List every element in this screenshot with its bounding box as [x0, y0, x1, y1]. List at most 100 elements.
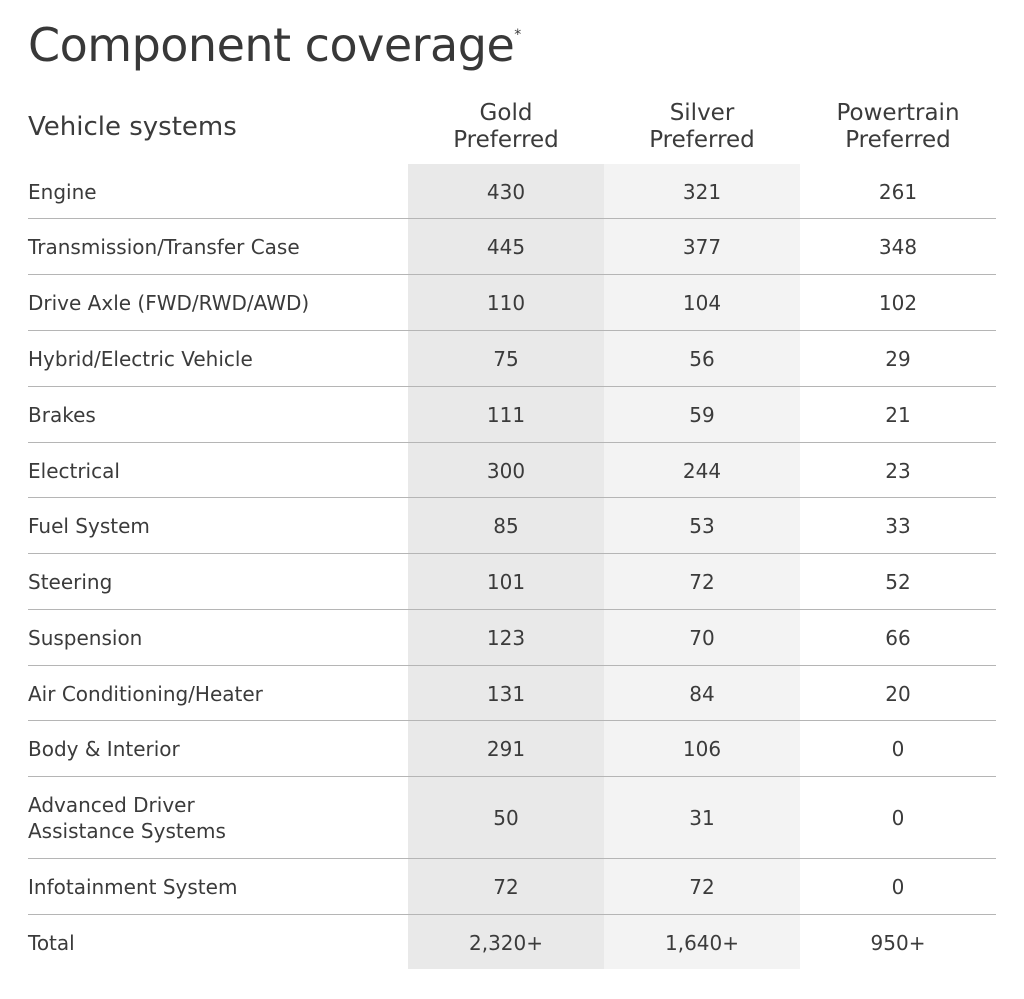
- table-row: Body & Interior 291 106 0: [0, 721, 1024, 777]
- silver-header-line2: Preferred: [649, 127, 755, 153]
- row-divider: [28, 858, 996, 859]
- gold-count: 291: [486, 737, 526, 761]
- system-name: Electrical: [28, 458, 120, 483]
- system-name: Air Conditioning/Heater: [28, 681, 263, 706]
- title-text: Component coverage: [28, 18, 515, 72]
- system-name: Drive Axle (FWD/RWD/AWD): [28, 291, 310, 315]
- row-divider: [28, 218, 996, 219]
- gold-count: 75: [493, 347, 519, 371]
- row-divider: [28, 442, 996, 443]
- gold-header-line1: Gold: [479, 100, 533, 126]
- system-name: Suspension: [28, 626, 143, 650]
- gold-preferred-header: Gold Preferred: [408, 100, 604, 154]
- silver-count: 56: [689, 347, 715, 371]
- system-name: Engine: [28, 179, 97, 204]
- total-label: Total: [28, 931, 75, 955]
- table-row: Steering 101 72 52: [0, 554, 1024, 610]
- silver-count: 104: [682, 291, 722, 315]
- row-divider: [28, 665, 996, 666]
- row-divider: [28, 720, 996, 721]
- silver-count: 72: [689, 570, 715, 594]
- powertrain-count: 20: [885, 681, 911, 706]
- coverage-table-body: Engine 430 321 261 Transmission/Transfer…: [0, 164, 1024, 971]
- gold-count: 300: [486, 458, 526, 483]
- gold-count: 131: [486, 681, 526, 706]
- table-row: Engine 430 321 261: [0, 164, 1024, 219]
- page-title: Component coverage*: [28, 18, 521, 72]
- system-name: Transmission/Transfer Case: [28, 235, 300, 259]
- gold-count: 85: [493, 514, 519, 538]
- table-row: Air Conditioning/Heater 131 84 20: [0, 666, 1024, 721]
- row-divider: [28, 386, 996, 387]
- powertrain-header-line1: Powertrain: [836, 100, 960, 126]
- silver-count: 321: [682, 179, 722, 204]
- table-row: Advanced Driver Assistance Systems 50 31…: [0, 777, 1024, 859]
- table-row: Infotainment System 72 72 0: [0, 859, 1024, 915]
- silver-count: 59: [689, 403, 715, 427]
- powertrain-count: 0: [891, 737, 905, 761]
- row-divider: [28, 553, 996, 554]
- system-name: Hybrid/Electric Vehicle: [28, 347, 253, 371]
- silver-preferred-header: Silver Preferred: [604, 100, 800, 154]
- gold-count: 72: [493, 875, 519, 899]
- gold-header-line2: Preferred: [453, 127, 559, 153]
- powertrain-preferred-header: Powertrain Preferred: [800, 100, 996, 154]
- system-name: Advanced Driver Assistance Systems: [28, 793, 226, 843]
- powertrain-count: 66: [885, 626, 911, 650]
- gold-column-background: [408, 164, 604, 969]
- title-footnote-mark: *: [514, 26, 521, 43]
- silver-count: 53: [689, 514, 715, 538]
- table-row: Hybrid/Electric Vehicle 75 56 29: [0, 331, 1024, 387]
- silver-header-line1: Silver: [669, 100, 735, 126]
- powertrain-count: 33: [885, 514, 911, 538]
- system-name: Brakes: [28, 403, 96, 427]
- row-divider: [28, 609, 996, 610]
- row-divider: [28, 776, 996, 777]
- powertrain-count: 0: [891, 806, 905, 830]
- silver-count: 31: [689, 806, 715, 830]
- table-row: Transmission/Transfer Case 445 377 348: [0, 219, 1024, 275]
- silver-total: 1,640+: [664, 931, 739, 955]
- powertrain-count: 348: [878, 235, 918, 259]
- table-row: Brakes 111 59 21: [0, 387, 1024, 443]
- powertrain-count: 261: [878, 179, 918, 204]
- gold-count: 110: [486, 291, 526, 315]
- gold-total: 2,320+: [468, 931, 543, 955]
- system-name: Infotainment System: [28, 875, 238, 899]
- table-row: Electrical 300 244 23: [0, 443, 1024, 498]
- gold-count: 50: [493, 806, 519, 830]
- powertrain-count: 52: [885, 570, 911, 594]
- system-name: Fuel System: [28, 514, 150, 538]
- gold-count: 430: [486, 179, 526, 204]
- table-row: Fuel System 85 53 33: [0, 498, 1024, 554]
- silver-count: 377: [682, 235, 722, 259]
- silver-count: 84: [689, 681, 715, 706]
- gold-count: 123: [486, 626, 526, 650]
- gold-count: 101: [486, 570, 526, 594]
- powertrain-count: 102: [878, 291, 918, 315]
- silver-count: 72: [689, 875, 715, 899]
- powertrain-count: 21: [885, 403, 911, 427]
- powertrain-count: 23: [885, 458, 911, 483]
- silver-column-background: [604, 164, 800, 969]
- table-row: Drive Axle (FWD/RWD/AWD) 110 104 102: [0, 275, 1024, 331]
- powertrain-header-line2: Preferred: [845, 127, 951, 153]
- gold-count: 111: [486, 403, 526, 427]
- table-row: Suspension 123 70 66: [0, 610, 1024, 666]
- table-header: Vehicle systems Gold Preferred Silver Pr…: [0, 96, 1024, 164]
- total-row: Total 2,320+ 1,640+ 950+: [0, 915, 1024, 971]
- row-divider: [28, 330, 996, 331]
- silver-count: 70: [689, 626, 715, 650]
- row-divider: [28, 914, 996, 915]
- powertrain-count: 0: [891, 875, 905, 899]
- gold-count: 445: [486, 235, 526, 259]
- powertrain-count: 29: [885, 347, 911, 371]
- powertrain-total: 950+: [870, 931, 926, 955]
- row-divider: [28, 274, 996, 275]
- vehicle-systems-header: Vehicle systems: [28, 112, 237, 142]
- silver-count: 106: [682, 737, 722, 761]
- system-name: Body & Interior: [28, 737, 180, 761]
- row-divider: [28, 497, 996, 498]
- system-name: Steering: [28, 570, 113, 594]
